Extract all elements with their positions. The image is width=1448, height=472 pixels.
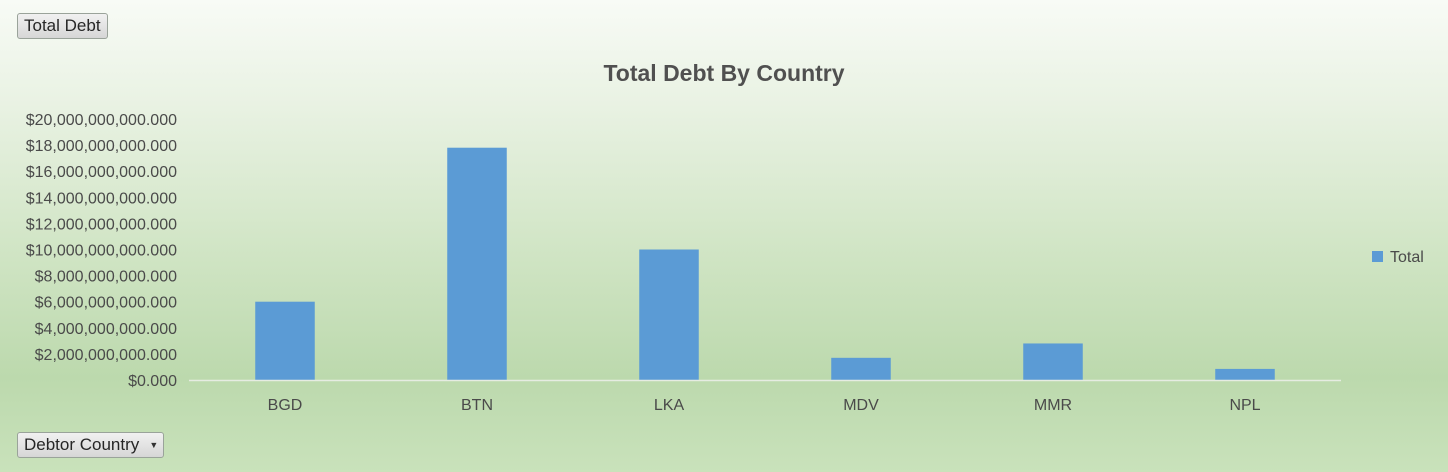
y-tick-label: $6,000,000,000.000 xyxy=(35,295,177,312)
bar-npl xyxy=(1215,368,1275,380)
y-tick-label: $2,000,000,000.000 xyxy=(35,347,177,364)
x-tick-label-mmr: MMR xyxy=(1034,397,1072,414)
legend-label-total: Total xyxy=(1390,249,1424,266)
y-tick-label: $4,000,000,000.000 xyxy=(35,321,177,338)
dropdown-arrow-icon: ▼ xyxy=(149,440,159,450)
bar-btn xyxy=(447,147,507,380)
x-tick-label-mdv: MDV xyxy=(843,397,879,414)
debtor-country-field-label: Debtor Country xyxy=(24,435,140,454)
y-tick-label: $20,000,000,000.000 xyxy=(26,112,177,129)
chart-title: Total Debt By Country xyxy=(603,60,844,86)
y-tick-label: $0.000 xyxy=(128,373,177,390)
y-axis: $0.000 $2,000,000,000.000 $4,000,000,000.0… xyxy=(26,112,177,390)
y-tick-label: $16,000,000,000.000 xyxy=(26,164,177,181)
bar-mmr xyxy=(1023,343,1083,380)
legend: Total xyxy=(1372,249,1424,266)
legend-swatch xyxy=(1372,251,1383,262)
bar-bgd xyxy=(255,301,315,380)
y-tick-label: $10,000,000,000.000 xyxy=(26,243,177,260)
total-debt-field-label: Total Debt xyxy=(24,16,101,35)
total-debt-field-button[interactable]: Total Debt xyxy=(17,13,108,39)
x-tick-label-npl: NPL xyxy=(1229,397,1260,414)
bars xyxy=(255,147,1275,380)
y-tick-label: $14,000,000,000.000 xyxy=(26,190,177,207)
bar-lka xyxy=(639,249,699,380)
x-tick-label-btn: BTN xyxy=(461,397,493,414)
y-tick-label: $12,000,000,000.000 xyxy=(26,216,177,233)
debtor-country-field-button[interactable]: Debtor Country ▼ xyxy=(17,432,165,458)
y-tick-label: $8,000,000,000.000 xyxy=(35,269,177,286)
x-tick-label-bgd: BGD xyxy=(268,397,303,414)
y-tick-label: $18,000,000,000.000 xyxy=(26,138,177,155)
x-tick-label-lka: LKA xyxy=(654,397,685,414)
x-axis: BGD BTN LKA MDV MMR NPL xyxy=(268,397,1261,414)
bar-mdv xyxy=(831,357,891,380)
